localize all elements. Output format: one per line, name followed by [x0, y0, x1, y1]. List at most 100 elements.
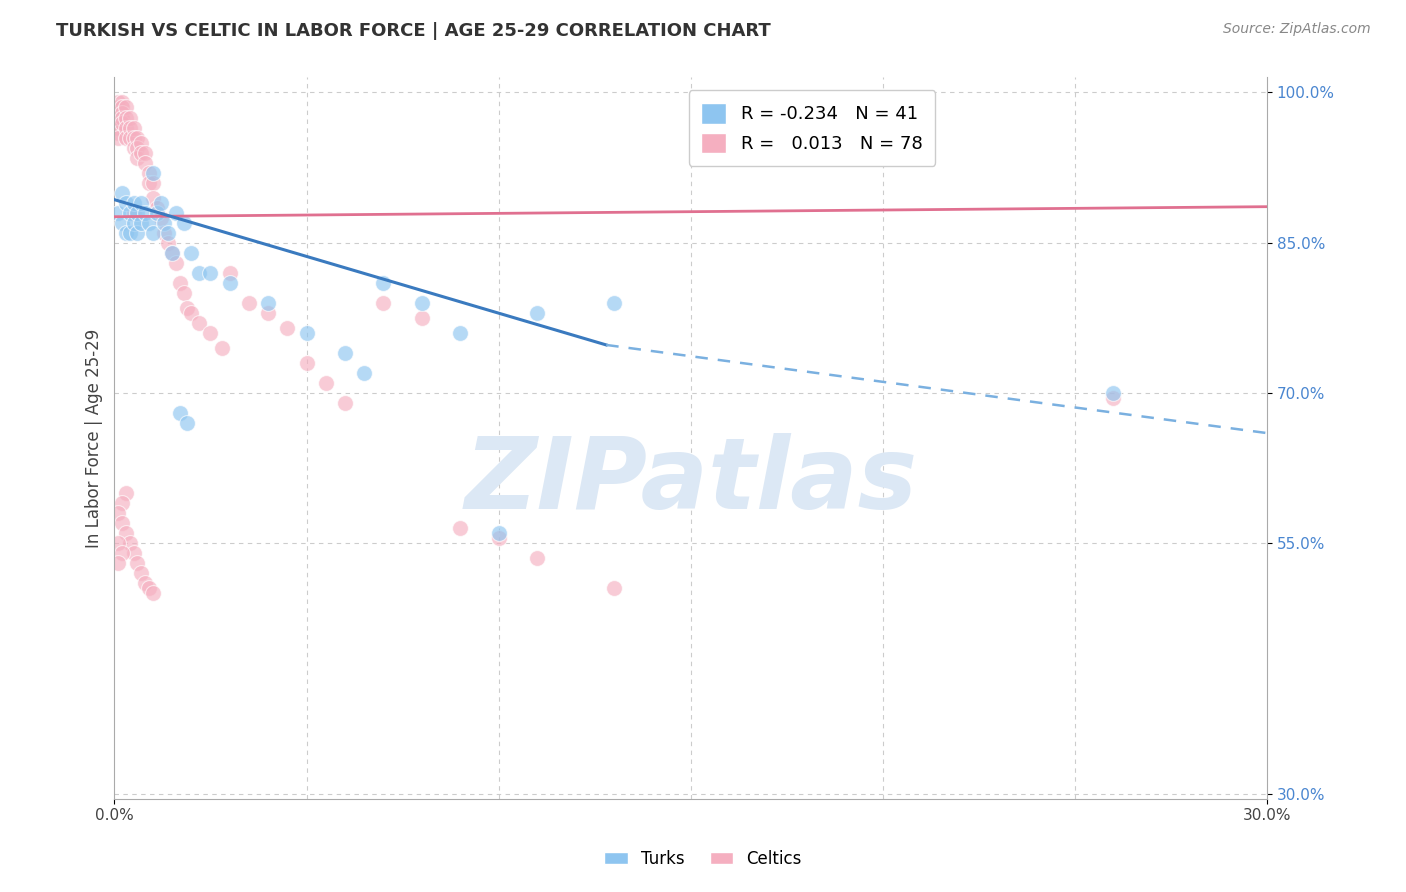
Point — [122, 195, 145, 210]
Text: Source: ZipAtlas.com: Source: ZipAtlas.com — [1223, 22, 1371, 37]
Point — [115, 486, 138, 500]
Point — [115, 130, 138, 145]
Point — [165, 205, 187, 219]
Point — [142, 166, 165, 180]
Point — [257, 306, 280, 320]
Point — [115, 120, 138, 135]
Point — [127, 226, 149, 240]
Point — [138, 216, 160, 230]
Text: ZIPatlas: ZIPatlas — [464, 433, 917, 530]
Point — [180, 245, 202, 260]
Point — [200, 326, 222, 340]
Point — [111, 101, 134, 115]
Point — [160, 245, 183, 260]
Point — [111, 516, 134, 531]
Point — [526, 306, 548, 320]
Point — [107, 557, 129, 571]
Point — [353, 366, 375, 380]
Point — [373, 296, 395, 310]
Point — [160, 245, 183, 260]
Point — [118, 111, 141, 125]
Point — [118, 205, 141, 219]
Point — [131, 566, 153, 581]
Point — [122, 140, 145, 154]
Point — [180, 306, 202, 320]
Point — [488, 531, 510, 545]
Point — [107, 205, 129, 219]
Point — [142, 586, 165, 600]
Point — [111, 216, 134, 230]
Point — [115, 526, 138, 541]
Point — [603, 582, 626, 596]
Point — [138, 582, 160, 596]
Point — [115, 111, 138, 125]
Point — [115, 226, 138, 240]
Point — [257, 296, 280, 310]
Point — [118, 536, 141, 550]
Point — [111, 115, 134, 129]
Point — [603, 296, 626, 310]
Point — [115, 101, 138, 115]
Point — [1102, 391, 1125, 405]
Point — [122, 120, 145, 135]
Point — [131, 216, 153, 230]
Point — [138, 166, 160, 180]
Point — [218, 276, 240, 290]
Point — [149, 195, 172, 210]
Point — [107, 115, 129, 129]
Point — [122, 546, 145, 560]
Point — [111, 186, 134, 200]
Point — [131, 136, 153, 150]
Legend: R = -0.234   N = 41, R =   0.013   N = 78: R = -0.234 N = 41, R = 0.013 N = 78 — [689, 90, 935, 166]
Point — [107, 536, 129, 550]
Point — [127, 130, 149, 145]
Point — [131, 145, 153, 160]
Point — [157, 235, 180, 250]
Point — [127, 557, 149, 571]
Point — [187, 316, 209, 330]
Point — [111, 111, 134, 125]
Point — [111, 105, 134, 120]
Point — [138, 176, 160, 190]
Point — [107, 506, 129, 520]
Point — [107, 101, 129, 115]
Point — [449, 326, 471, 340]
Point — [295, 356, 318, 370]
Point — [315, 376, 337, 390]
Point — [107, 120, 129, 135]
Point — [142, 191, 165, 205]
Point — [131, 195, 153, 210]
Point — [411, 296, 433, 310]
Point — [411, 310, 433, 325]
Point — [169, 276, 191, 290]
Point — [107, 105, 129, 120]
Point — [142, 176, 165, 190]
Point — [173, 216, 195, 230]
Point — [145, 205, 167, 219]
Point — [107, 111, 129, 125]
Point — [488, 526, 510, 541]
Point — [107, 126, 129, 140]
Point — [187, 266, 209, 280]
Point — [295, 326, 318, 340]
Point — [373, 276, 395, 290]
Point — [157, 226, 180, 240]
Text: TURKISH VS CELTIC IN LABOR FORCE | AGE 25-29 CORRELATION CHART: TURKISH VS CELTIC IN LABOR FORCE | AGE 2… — [56, 22, 770, 40]
Point — [134, 145, 156, 160]
Point — [111, 546, 134, 560]
Point — [111, 95, 134, 110]
Point — [449, 521, 471, 535]
Point — [118, 130, 141, 145]
Point — [153, 216, 176, 230]
Point — [111, 496, 134, 510]
Point — [165, 256, 187, 270]
Point — [149, 211, 172, 225]
Point — [238, 296, 260, 310]
Point — [200, 266, 222, 280]
Point — [118, 226, 141, 240]
Legend: Turks, Celtics: Turks, Celtics — [598, 844, 808, 875]
Point — [134, 205, 156, 219]
Point — [526, 551, 548, 566]
Point — [333, 396, 356, 410]
Point — [118, 120, 141, 135]
